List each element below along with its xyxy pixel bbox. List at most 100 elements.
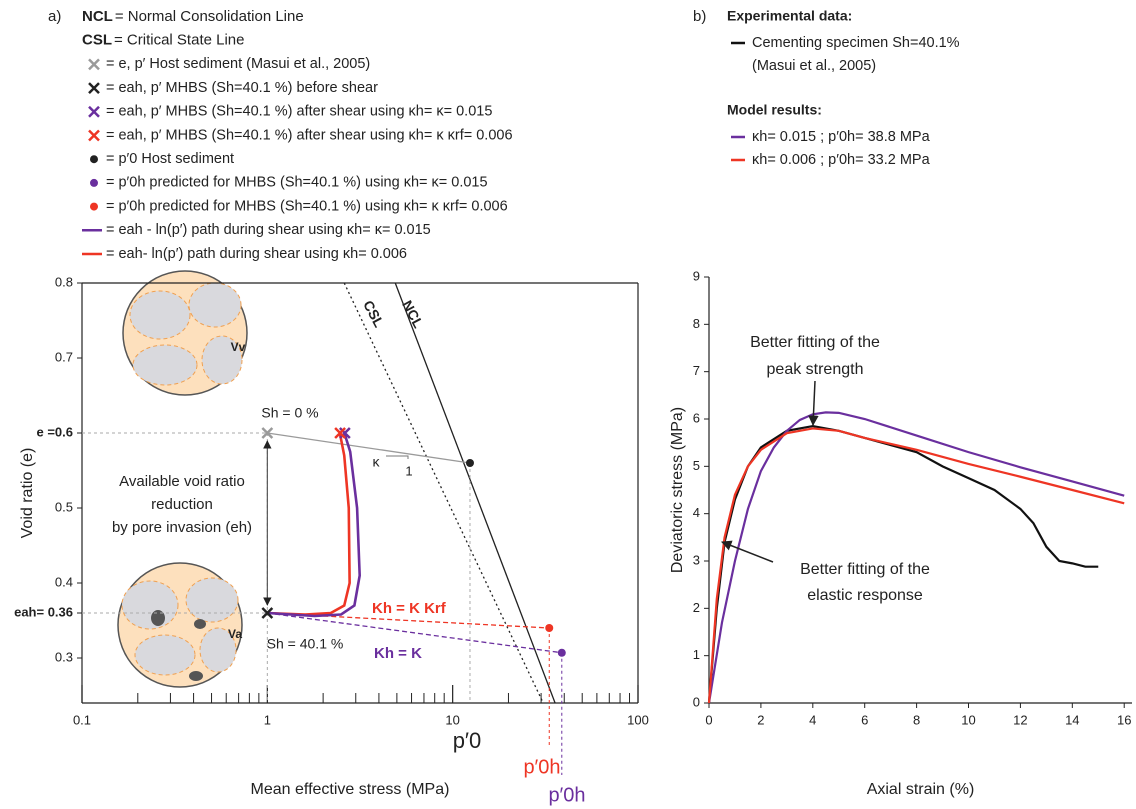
- y-tick-label: 3: [693, 552, 700, 567]
- x-stroke: [89, 131, 99, 141]
- annotation: Kh = K: [374, 645, 422, 662]
- page: {"chart_data": [ {"type": "line", "panel…: [0, 0, 1136, 809]
- x-tick-label: 0.1: [73, 712, 91, 727]
- slope-triangle: [386, 456, 408, 459]
- legend-label: = eah- ln(p′) path during shear using κh…: [106, 246, 407, 262]
- dot-marker: [466, 459, 474, 467]
- series-line: [267, 433, 470, 463]
- legend-label: κh= 0.015 ; p′0h= 38.8 MPa: [752, 129, 931, 145]
- grain-sketch-bottom: [118, 563, 242, 687]
- annotation-arrow: [722, 542, 773, 562]
- annotation: Sh = 40.1 %: [267, 636, 344, 652]
- y-tick-label: 9: [693, 268, 700, 283]
- y-tick-label: 0.8: [55, 274, 73, 289]
- y-tick-label: 7: [693, 363, 700, 378]
- annotation: Va: [228, 627, 242, 641]
- annotation-arrow: [813, 381, 815, 425]
- y-axis-label: Void ratio (e): [19, 448, 36, 539]
- legend-label: = e, p′ Host sediment (Masui et al., 200…: [106, 56, 370, 72]
- series-line: [267, 435, 349, 615]
- dot-marker: [90, 203, 98, 211]
- dot-marker: [545, 624, 553, 632]
- y-tick-label: 0.3: [55, 649, 73, 664]
- y-tick-label: 0.4: [55, 574, 73, 589]
- y-tick-label: 0: [693, 694, 700, 709]
- annotation: Better fitting of the: [750, 334, 880, 351]
- y-tick-label: 0.7: [55, 349, 73, 364]
- annotation: elastic response: [807, 587, 923, 604]
- annotation: Available void ratio: [119, 473, 245, 490]
- x-tick-label: 2: [757, 712, 764, 727]
- panel-label: a): [48, 8, 61, 25]
- x-stroke: [89, 83, 99, 93]
- dot-marker: [558, 649, 566, 657]
- x-marker: [89, 131, 99, 141]
- y-tick-label: 8: [693, 316, 700, 331]
- x-tick-label: 16: [1117, 712, 1131, 727]
- x-axis-label: Mean effective stress (MPa): [251, 781, 450, 798]
- y-axis-label: Deviatoric stress (MPa): [669, 407, 686, 573]
- annotation: by pore invasion (eh): [112, 519, 252, 536]
- annotation: reduction: [151, 496, 213, 513]
- y-tick-label: 2: [693, 600, 700, 615]
- panel-label: b): [693, 8, 706, 25]
- line-name: NCL: [399, 298, 427, 331]
- grain-sketch-top: [123, 271, 247, 395]
- x-marker: [89, 107, 99, 117]
- dot-marker: [90, 179, 98, 187]
- x-tick-label: 100: [627, 712, 649, 727]
- legend-label: = eah, p′ MHBS (Sh=40.1 %) after shear u…: [106, 127, 513, 143]
- annotation: p′0h: [548, 784, 585, 806]
- x-tick-label: 8: [913, 712, 920, 727]
- y-tick-label: 1: [693, 647, 700, 662]
- x-tick-label: 14: [1065, 712, 1079, 727]
- legend-label: = eah, p′ MHBS (Sh=40.1 %) before shear: [106, 80, 378, 96]
- annotation: p′0h: [523, 756, 560, 778]
- y-tick-label: 6: [693, 410, 700, 425]
- series-line: [395, 283, 555, 703]
- legend-label: = p′0h predicted for MHBS (Sh=40.1 %) us…: [106, 198, 508, 214]
- x-axis-label: Axial strain (%): [867, 781, 975, 798]
- annotation: peak strength: [767, 361, 864, 378]
- annotation: Sh = 0 %: [261, 405, 318, 421]
- legend-label: = eah - ln(p′) path during shear using κ…: [106, 222, 431, 238]
- series-line: [344, 283, 543, 703]
- dot-marker: [90, 155, 98, 163]
- annotation: κ: [373, 454, 381, 470]
- annotation: Better fitting of the: [800, 561, 930, 578]
- annotation: 1: [405, 463, 412, 478]
- y-tick-label: 5: [693, 458, 700, 473]
- x-tick-label: 6: [861, 712, 868, 727]
- annotation: Vv: [231, 340, 246, 354]
- legend-label: = p′0h predicted for MHBS (Sh=40.1 %) us…: [106, 175, 488, 191]
- x-tick-label: 0: [705, 712, 712, 727]
- legend-label: = Normal Consolidation Line: [115, 8, 304, 25]
- annotation: p′0: [453, 728, 482, 753]
- legend-label: κh= 0.006 ; p′0h= 33.2 MPa: [752, 152, 931, 168]
- y-tick-label: 4: [693, 505, 700, 520]
- x-marker: [89, 83, 99, 93]
- legend-key: NCL: [82, 8, 113, 25]
- legend-label: = Critical State Line: [114, 32, 244, 49]
- legend-key: CSL: [82, 32, 112, 49]
- series-line: [709, 412, 1124, 703]
- x-tick-label: 1: [264, 712, 271, 727]
- x-tick-label: 12: [1013, 712, 1027, 727]
- y-tick-label: e =0.6: [36, 424, 73, 439]
- legend-note: (Masui et al., 2005): [752, 58, 876, 74]
- legend-title: Experimental data:: [727, 8, 852, 24]
- legend-title: Model results:: [727, 102, 822, 118]
- x-tick-label: 10: [445, 712, 459, 727]
- x-stroke: [89, 59, 99, 69]
- y-tick-label: 0.5: [55, 499, 73, 514]
- legend-label: Cementing specimen Sh=40.1%: [752, 35, 960, 51]
- legend-label: = p′0 Host sediment: [106, 151, 234, 167]
- annotation: Kh = K Krf: [372, 600, 447, 617]
- x-tick-label: 10: [961, 712, 975, 727]
- y-tick-label: eah= 0.36: [14, 604, 73, 619]
- x-tick-label: 4: [809, 712, 816, 727]
- x-marker: [89, 59, 99, 69]
- x-stroke: [89, 107, 99, 117]
- figure: 0.11101000.3eah= 0.360.40.5e =0.60.70.8M…: [0, 0, 1136, 809]
- legend-label: = eah, p′ MHBS (Sh=40.1 %) after shear u…: [106, 104, 492, 120]
